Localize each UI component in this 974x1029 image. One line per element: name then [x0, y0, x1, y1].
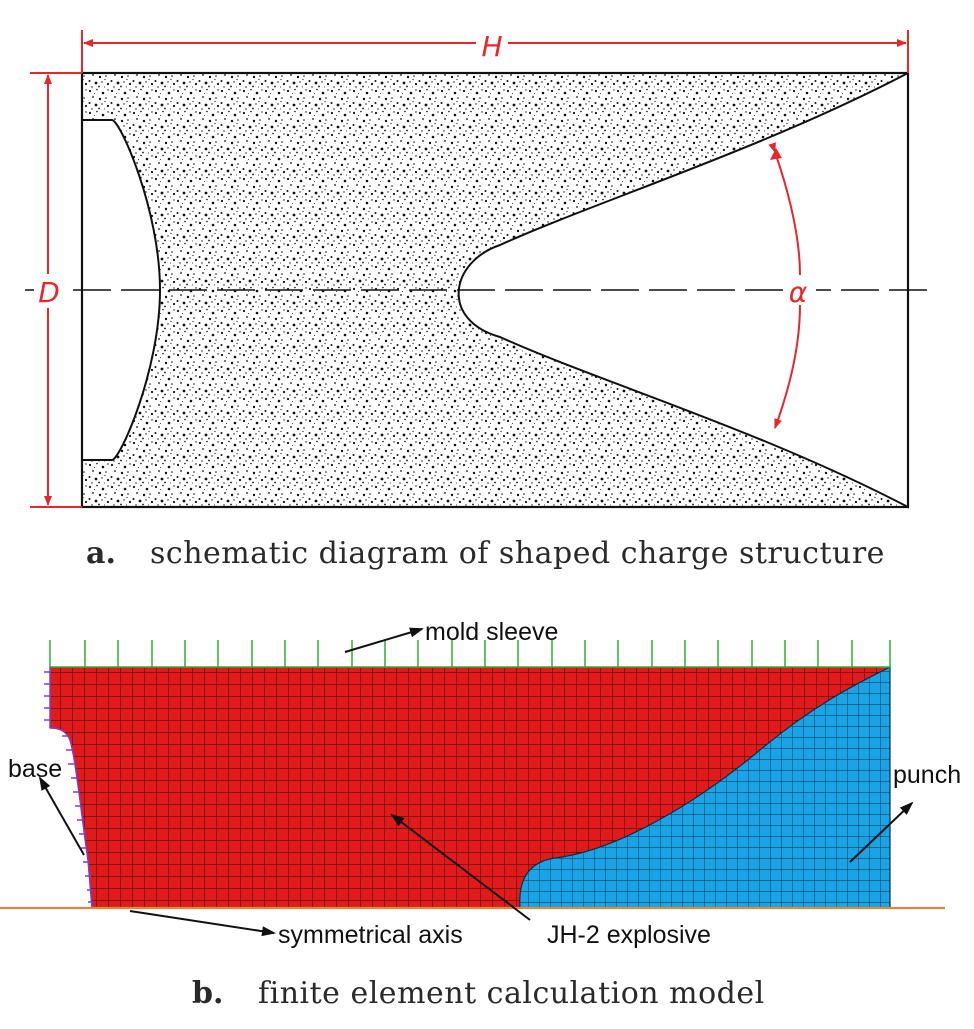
label-symmetrical-axis: symmetrical axis [278, 921, 463, 949]
panel-b-fem-model: mold sleeve base punch symmetrical axis … [0, 618, 961, 1011]
dimension-alpha: α [768, 142, 816, 429]
caption-b-letter: b. [192, 976, 223, 1011]
arrow-mold-sleeve [344, 627, 424, 653]
base-constraints [44, 667, 94, 909]
mold-sleeve-constraints [49, 640, 891, 668]
dimension-d-label: D [38, 276, 60, 309]
caption-a-letter: a. [86, 536, 116, 571]
dimension-d: D [30, 72, 82, 508]
arrow-base [39, 776, 85, 856]
panel-a-schematic: H D α a. schematic diagram of shaped cha… [25, 28, 935, 571]
arrow-punch [849, 801, 914, 863]
dimension-alpha-label: α [789, 276, 808, 309]
caption-a-text: schematic diagram of shaped charge struc… [150, 536, 885, 571]
label-jh2-explosive: JH-2 explosive [547, 921, 711, 949]
label-mold-sleeve: mold sleeve [425, 618, 558, 646]
label-base: base [8, 755, 62, 783]
punch-mesh [519, 666, 891, 909]
caption-b-text: finite element calculation model [258, 976, 765, 1011]
dimension-h-label: H [481, 30, 502, 63]
label-punch: punch [893, 761, 961, 789]
arrow-explosive [390, 813, 531, 921]
dimension-h: H [81, 28, 909, 73]
arrow-symmetrical-axis [129, 910, 276, 937]
